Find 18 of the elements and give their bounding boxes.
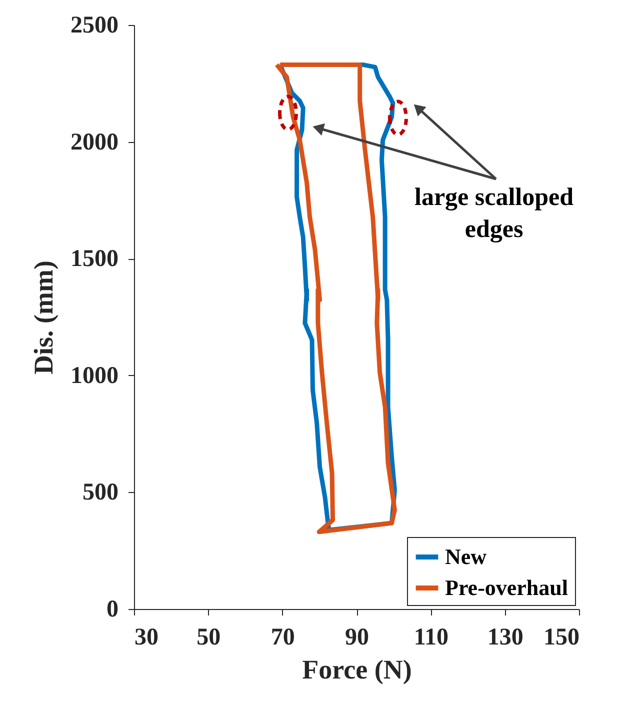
legend-label: Pre-overhaul [445,575,568,600]
x-tick-label: 130 [487,624,524,650]
x-tick-label: 150 [544,624,580,650]
x-tick-label: 30 [134,624,158,650]
y-tick-label: 1500 [70,246,118,272]
x-tick-label: 90 [345,624,369,650]
y-tick-label: 2000 [70,129,118,156]
y-tick-label: 2500 [70,12,118,38]
y-tick-label: 0 [106,596,118,622]
y-tick-label: 1000 [70,362,118,389]
x-tick-label: 70 [270,624,295,650]
legend-label: New [445,544,487,569]
y-axis-title: Dis. (mm) [28,260,58,374]
x-tick-label: 50 [196,624,221,650]
x-axis-title: Force (N) [302,654,412,684]
y-tick-label: 500 [82,480,118,506]
x-tick-label: 110 [414,624,449,650]
annotation: large scalloped edges [414,184,574,243]
